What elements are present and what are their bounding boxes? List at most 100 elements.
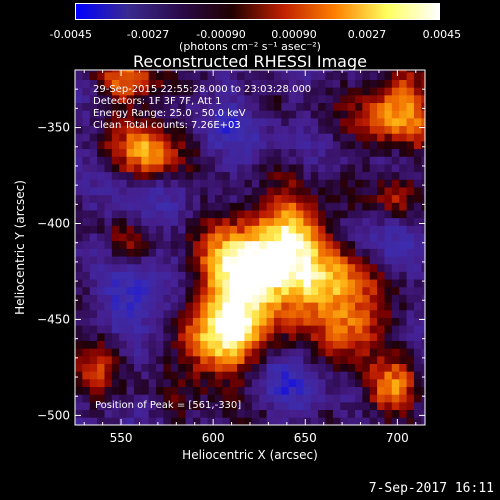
heatmap-cell — [75, 141, 83, 150]
heatmap-cell — [200, 171, 209, 180]
heatmap-cell — [119, 117, 127, 127]
heatmap-cell — [229, 409, 238, 418]
heatmap-cell — [119, 386, 127, 395]
heatmap-cell — [251, 133, 260, 142]
heatmap-cell — [377, 378, 385, 388]
heatmap-cell — [111, 94, 120, 104]
heatmap-cell — [325, 187, 334, 196]
heatmap-cell — [421, 110, 425, 119]
heatmap-cell — [148, 217, 157, 226]
heatmap-cell — [318, 309, 326, 318]
heatmap-cell — [244, 179, 253, 188]
heatmap-cell — [296, 187, 304, 196]
heatmap-cell — [185, 248, 194, 257]
heatmap-cell — [163, 156, 172, 165]
heatmap-cell — [347, 110, 356, 119]
heatmap-cell — [421, 302, 425, 311]
heatmap-cell — [288, 302, 297, 311]
heatmap-cell — [362, 240, 371, 249]
y-tick-label: −400 — [37, 217, 70, 231]
heatmap-cell — [185, 164, 194, 173]
heatmap-cell — [156, 210, 164, 219]
heatmap-cell — [119, 71, 127, 80]
heatmap-cell — [75, 110, 83, 119]
heatmap-cell — [296, 110, 304, 119]
heatmap-cell — [332, 233, 341, 242]
heatmap-cell — [141, 94, 150, 104]
heatmap-cell — [141, 79, 150, 88]
heatmap-cell — [340, 125, 349, 134]
heatmap-cell — [413, 394, 422, 403]
heatmap-cell — [82, 332, 91, 341]
heatmap-cell — [369, 371, 378, 380]
heatmap-cell — [384, 271, 393, 280]
heatmap-cell — [251, 317, 260, 326]
heatmap-cell — [325, 240, 334, 249]
heatmap-cell — [399, 133, 407, 142]
heatmap-cell — [369, 156, 378, 165]
heatmap-cell — [178, 294, 186, 303]
heatmap-cell — [163, 355, 172, 364]
heatmap-cell — [384, 340, 393, 349]
heatmap-cell — [104, 217, 113, 226]
heatmap-cell — [362, 279, 371, 288]
heatmap-cell — [318, 133, 326, 142]
heatmap-cell — [104, 71, 113, 80]
peak-label: Position of Peak = [561,-330] — [95, 400, 241, 411]
heatmap-cell — [259, 286, 267, 295]
heatmap-cell — [178, 348, 186, 357]
heatmap-cell — [281, 256, 290, 265]
heatmap-cell — [148, 210, 157, 219]
heatmap-cell — [222, 110, 231, 119]
heatmap-cell — [192, 417, 201, 425]
heatmap-cell — [273, 133, 282, 142]
heatmap-cell — [384, 394, 393, 403]
heatmap-cell — [141, 263, 150, 272]
heatmap-cell — [75, 71, 83, 80]
heatmap-cell — [399, 332, 407, 341]
heatmap-cell — [75, 225, 83, 234]
heatmap-cell — [325, 125, 334, 134]
heatmap-cell — [296, 279, 304, 288]
heatmap-cell — [362, 102, 371, 111]
heatmap-cell — [310, 348, 319, 357]
heatmap-cell — [421, 309, 425, 318]
heatmap-cell — [406, 263, 415, 272]
heatmap-cell — [237, 286, 245, 295]
heatmap-cell — [303, 225, 312, 234]
heatmap-cell — [222, 355, 231, 364]
heatmap-cell — [156, 240, 164, 249]
heatmap-cell — [82, 117, 91, 127]
heatmap-cell — [111, 164, 120, 173]
heatmap-cell — [310, 217, 319, 226]
heatmap-cell — [111, 386, 120, 395]
heatmap-cell — [318, 94, 326, 104]
heatmap-cell — [148, 401, 157, 411]
heatmap-cell — [384, 233, 393, 242]
heatmap-cell — [340, 194, 349, 203]
heatmap-cell — [215, 309, 223, 318]
heatmap-cell — [75, 378, 83, 388]
heatmap-cell — [237, 179, 245, 188]
heatmap-cell — [141, 386, 150, 395]
heatmap-cell — [391, 271, 400, 280]
heatmap-cell — [111, 233, 120, 242]
heatmap-cell — [266, 386, 275, 395]
heatmap-cell — [163, 371, 172, 380]
heatmap-cell — [413, 348, 422, 357]
heatmap-cell — [111, 409, 120, 418]
heatmap-cell — [413, 133, 422, 142]
heatmap-cell — [273, 225, 282, 234]
heatmap-cell — [310, 148, 319, 157]
heatmap-cell — [244, 325, 253, 334]
heatmap-cell — [421, 102, 425, 111]
heatmap-cell — [273, 394, 282, 403]
heatmap-cell — [244, 79, 253, 88]
heatmap-cell — [273, 217, 282, 226]
heatmap-cell — [119, 409, 127, 418]
heatmap-cell — [178, 94, 186, 104]
heatmap-cell — [259, 240, 267, 249]
heatmap-cell — [229, 256, 238, 265]
heatmap-cell — [413, 332, 422, 341]
heatmap-cell — [244, 355, 253, 364]
